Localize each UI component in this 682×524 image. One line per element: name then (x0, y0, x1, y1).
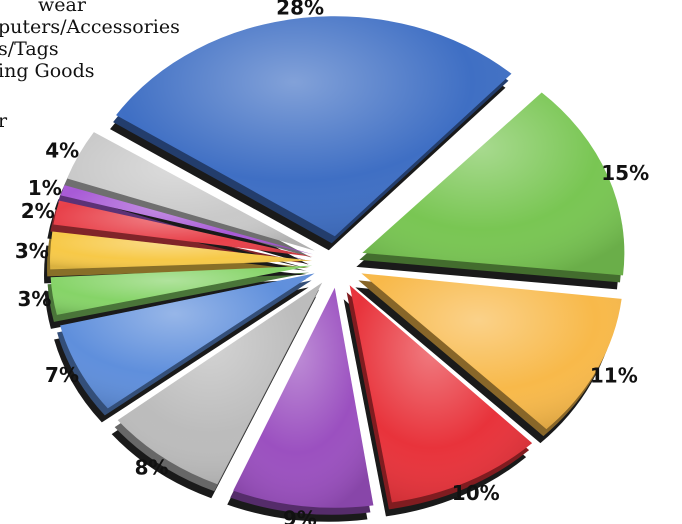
slice-percent-label: 4% (45, 139, 79, 163)
pie-slice-highlight (50, 265, 313, 315)
pie-slice-highlight (50, 231, 313, 270)
slice-percent-label: 11% (590, 363, 638, 387)
pie-slice-highlight (67, 132, 315, 251)
slice-percent-label: 1% (28, 176, 62, 200)
pie-slice-highlight (362, 92, 625, 276)
slice-percent-label: 3% (15, 239, 49, 263)
legend-entry: r (0, 110, 8, 132)
slice-percent-label: 28% (276, 0, 324, 20)
slice-percent-label: 3% (17, 287, 51, 311)
pie-slice-highlight (117, 282, 323, 485)
legend-entry: ing Goods (0, 60, 95, 82)
slice-percent-label: 2% (21, 199, 55, 223)
pie-slice-highlight (361, 273, 622, 430)
pie-slice-highlight (233, 287, 374, 508)
pie-slice-highlight (53, 200, 313, 257)
slice-percent-label: 7% (45, 363, 79, 387)
legend-entry: s/Tags (0, 38, 59, 60)
pie-slice-highlight (60, 273, 315, 409)
slice-percent-label: 9% (283, 506, 317, 524)
pie-slice-highlight (60, 185, 314, 255)
legend-entry: wear (38, 0, 86, 16)
slice-percent-label: 8% (135, 455, 169, 479)
pie-slice-highlight (349, 285, 533, 503)
pie-slice-highlight (116, 16, 512, 237)
legend-entry: puters/Accessories (0, 16, 180, 38)
slice-percent-label: 15% (601, 161, 649, 185)
slice-percent-label: 10% (452, 481, 500, 505)
